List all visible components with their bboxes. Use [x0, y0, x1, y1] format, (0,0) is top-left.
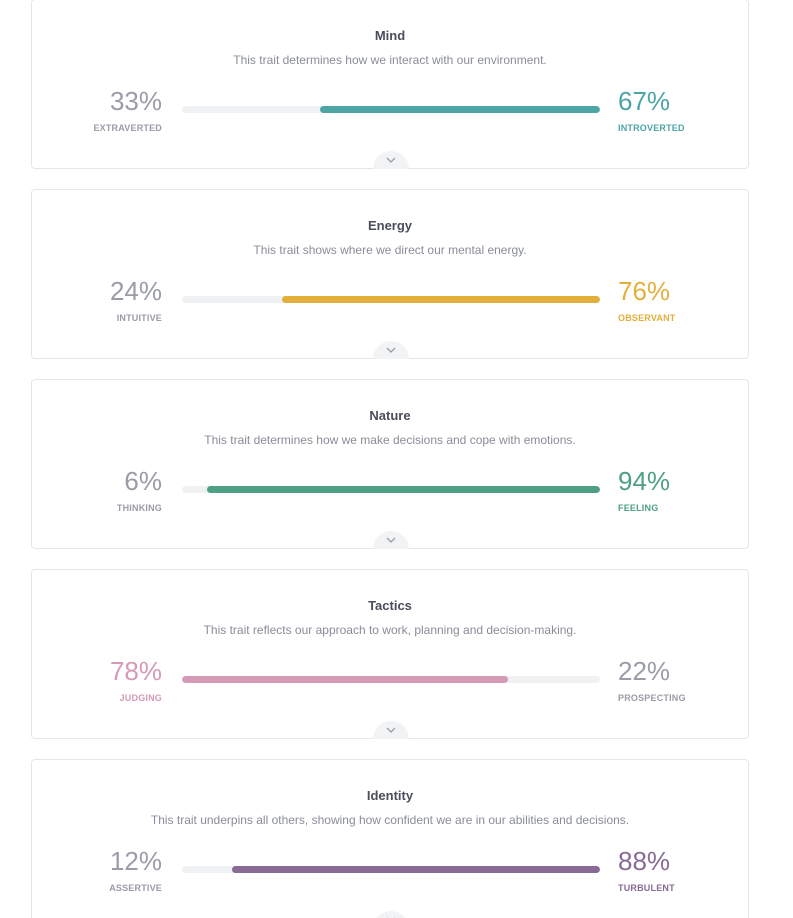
left-trait-label: JUDGING — [119, 693, 162, 703]
left-percent: 24% — [109, 276, 162, 306]
trait-card-identity: Identity This trait underpins all others… — [31, 759, 749, 918]
chevron-down-icon — [386, 537, 396, 543]
right-percent: 67% — [618, 86, 671, 116]
trait-description: This trait underpins all others, showing… — [150, 813, 630, 827]
trait-description: This trait shows where we direct our men… — [253, 243, 527, 257]
trait-description: This trait determines how we make decisi… — [204, 433, 576, 447]
right-trait-label: TURBULENT — [618, 883, 675, 893]
trait-bar-track — [182, 106, 600, 113]
right-trait-label: FEELING — [618, 503, 659, 513]
trait-card-nature: Nature This trait determines how we make… — [31, 379, 749, 549]
trait-bar-fill — [319, 106, 600, 113]
left-trait-label: EXTRAVERTED — [93, 123, 162, 133]
trait-title: Tactics — [368, 598, 412, 613]
trait-title: Mind — [374, 28, 406, 43]
trait-bar-track — [182, 296, 600, 303]
trait-description: This trait reflects our approach to work… — [203, 623, 577, 637]
right-percent: 22% — [618, 656, 671, 686]
trait-bar-track — [182, 486, 600, 493]
right-trait-label: PROSPECTING — [618, 693, 686, 703]
left-trait-label: INTUITIVE — [116, 313, 162, 323]
right-trait-label: OBSERVANT — [618, 313, 676, 323]
left-percent: 6% — [124, 466, 162, 496]
trait-title: Energy — [367, 218, 413, 233]
trait-bar-track — [182, 676, 600, 683]
trait-bar-track — [182, 866, 600, 873]
expand-button[interactable] — [373, 341, 409, 359]
trait-card-energy: Energy This trait shows where we direct … — [31, 189, 749, 359]
right-percent: 76% — [618, 276, 671, 306]
expand-button[interactable] — [373, 721, 409, 739]
trait-bar-fill — [232, 866, 600, 873]
expand-button[interactable] — [373, 911, 409, 918]
left-percent: 78% — [109, 656, 162, 686]
left-trait-label: ASSERTIVE — [109, 883, 162, 893]
chevron-down-icon — [386, 157, 396, 163]
left-percent: 12% — [109, 846, 162, 876]
trait-card-mind: Mind This trait determines how we intera… — [31, 0, 749, 169]
left-percent: 33% — [109, 86, 162, 116]
trait-bar-fill — [207, 486, 600, 493]
expand-button[interactable] — [373, 151, 409, 169]
trait-card-tactics: Tactics This trait reflects our approach… — [31, 569, 749, 739]
trait-bar-fill — [182, 676, 509, 683]
right-percent: 94% — [618, 466, 671, 496]
trait-title: Nature — [369, 408, 411, 423]
chevron-down-icon — [386, 727, 396, 733]
trait-title: Identity — [366, 788, 414, 803]
left-trait-label: THINKING — [116, 503, 162, 513]
right-percent: 88% — [618, 846, 671, 876]
chevron-down-icon — [386, 347, 396, 353]
trait-bar-fill — [282, 296, 600, 303]
right-trait-label: INTROVERTED — [618, 123, 685, 133]
expand-button[interactable] — [373, 531, 409, 549]
trait-description: This trait determines how we interact wi… — [233, 53, 547, 67]
